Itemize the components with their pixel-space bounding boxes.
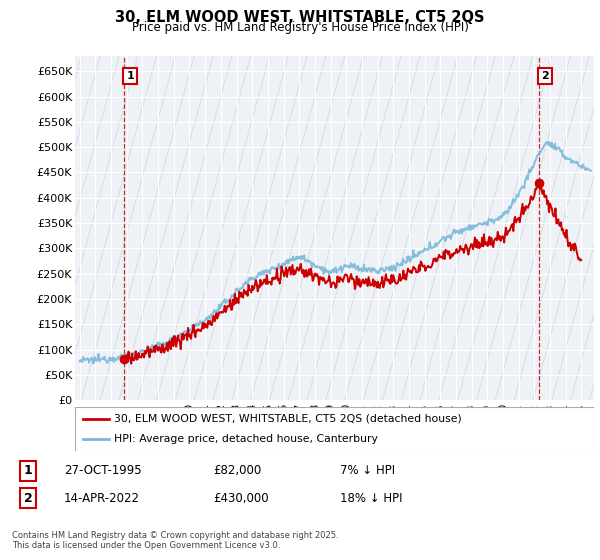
Text: HPI: Average price, detached house, Canterbury: HPI: Average price, detached house, Cant… [114, 434, 378, 444]
Text: 14-APR-2022: 14-APR-2022 [64, 492, 140, 505]
Text: £82,000: £82,000 [214, 464, 262, 477]
Text: 30, ELM WOOD WEST, WHITSTABLE, CT5 2QS: 30, ELM WOOD WEST, WHITSTABLE, CT5 2QS [115, 10, 485, 25]
Text: £430,000: £430,000 [214, 492, 269, 505]
Text: 7% ↓ HPI: 7% ↓ HPI [340, 464, 395, 477]
Text: 1: 1 [23, 464, 32, 477]
Text: Contains HM Land Registry data © Crown copyright and database right 2025.
This d: Contains HM Land Registry data © Crown c… [12, 531, 338, 550]
Text: 27-OCT-1995: 27-OCT-1995 [64, 464, 142, 477]
Text: 2: 2 [23, 492, 32, 505]
Text: 1: 1 [126, 71, 134, 81]
Text: Price paid vs. HM Land Registry's House Price Index (HPI): Price paid vs. HM Land Registry's House … [131, 21, 469, 34]
Text: 18% ↓ HPI: 18% ↓ HPI [340, 492, 403, 505]
FancyBboxPatch shape [75, 407, 594, 451]
Text: 30, ELM WOOD WEST, WHITSTABLE, CT5 2QS (detached house): 30, ELM WOOD WEST, WHITSTABLE, CT5 2QS (… [114, 414, 461, 424]
Text: 2: 2 [541, 71, 549, 81]
